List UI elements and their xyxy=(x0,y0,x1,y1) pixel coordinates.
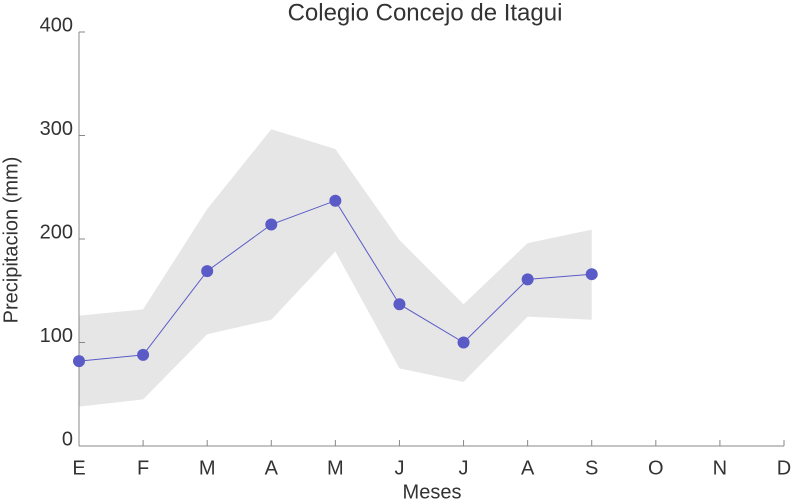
x-tick-label: J xyxy=(394,457,404,479)
point xyxy=(265,218,278,231)
point xyxy=(201,265,214,278)
point xyxy=(393,298,406,311)
y-tick-label: 200 xyxy=(40,221,73,243)
x-tick-label: J xyxy=(459,457,469,479)
x-tick-label: N xyxy=(713,457,727,479)
x-tick-label: E xyxy=(72,457,85,479)
x-axis-label: Meses xyxy=(403,481,462,503)
point xyxy=(585,268,598,281)
chart-title: Colegio Concejo de Itagui xyxy=(288,0,563,26)
y-tick-label: 0 xyxy=(62,428,73,450)
point xyxy=(457,336,470,349)
point xyxy=(73,355,85,368)
x-tick-label: S xyxy=(585,457,598,479)
band xyxy=(79,129,592,407)
x-tick-label: A xyxy=(521,457,535,479)
x-tick-label: A xyxy=(265,457,279,479)
y-axis-label: Precipitacion (mm) xyxy=(0,157,22,324)
point xyxy=(521,273,534,286)
y-tick-label: 400 xyxy=(40,14,73,36)
y-tick-label: 100 xyxy=(40,325,73,347)
point xyxy=(329,194,342,207)
y-tick-label: 300 xyxy=(40,118,73,140)
x-tick-label: F xyxy=(137,457,149,479)
x-tick-label: M xyxy=(327,457,344,479)
x-tick-label: D xyxy=(777,457,791,479)
x-tick-label: M xyxy=(199,457,216,479)
x-tick-label: O xyxy=(648,457,664,479)
point xyxy=(137,348,150,361)
